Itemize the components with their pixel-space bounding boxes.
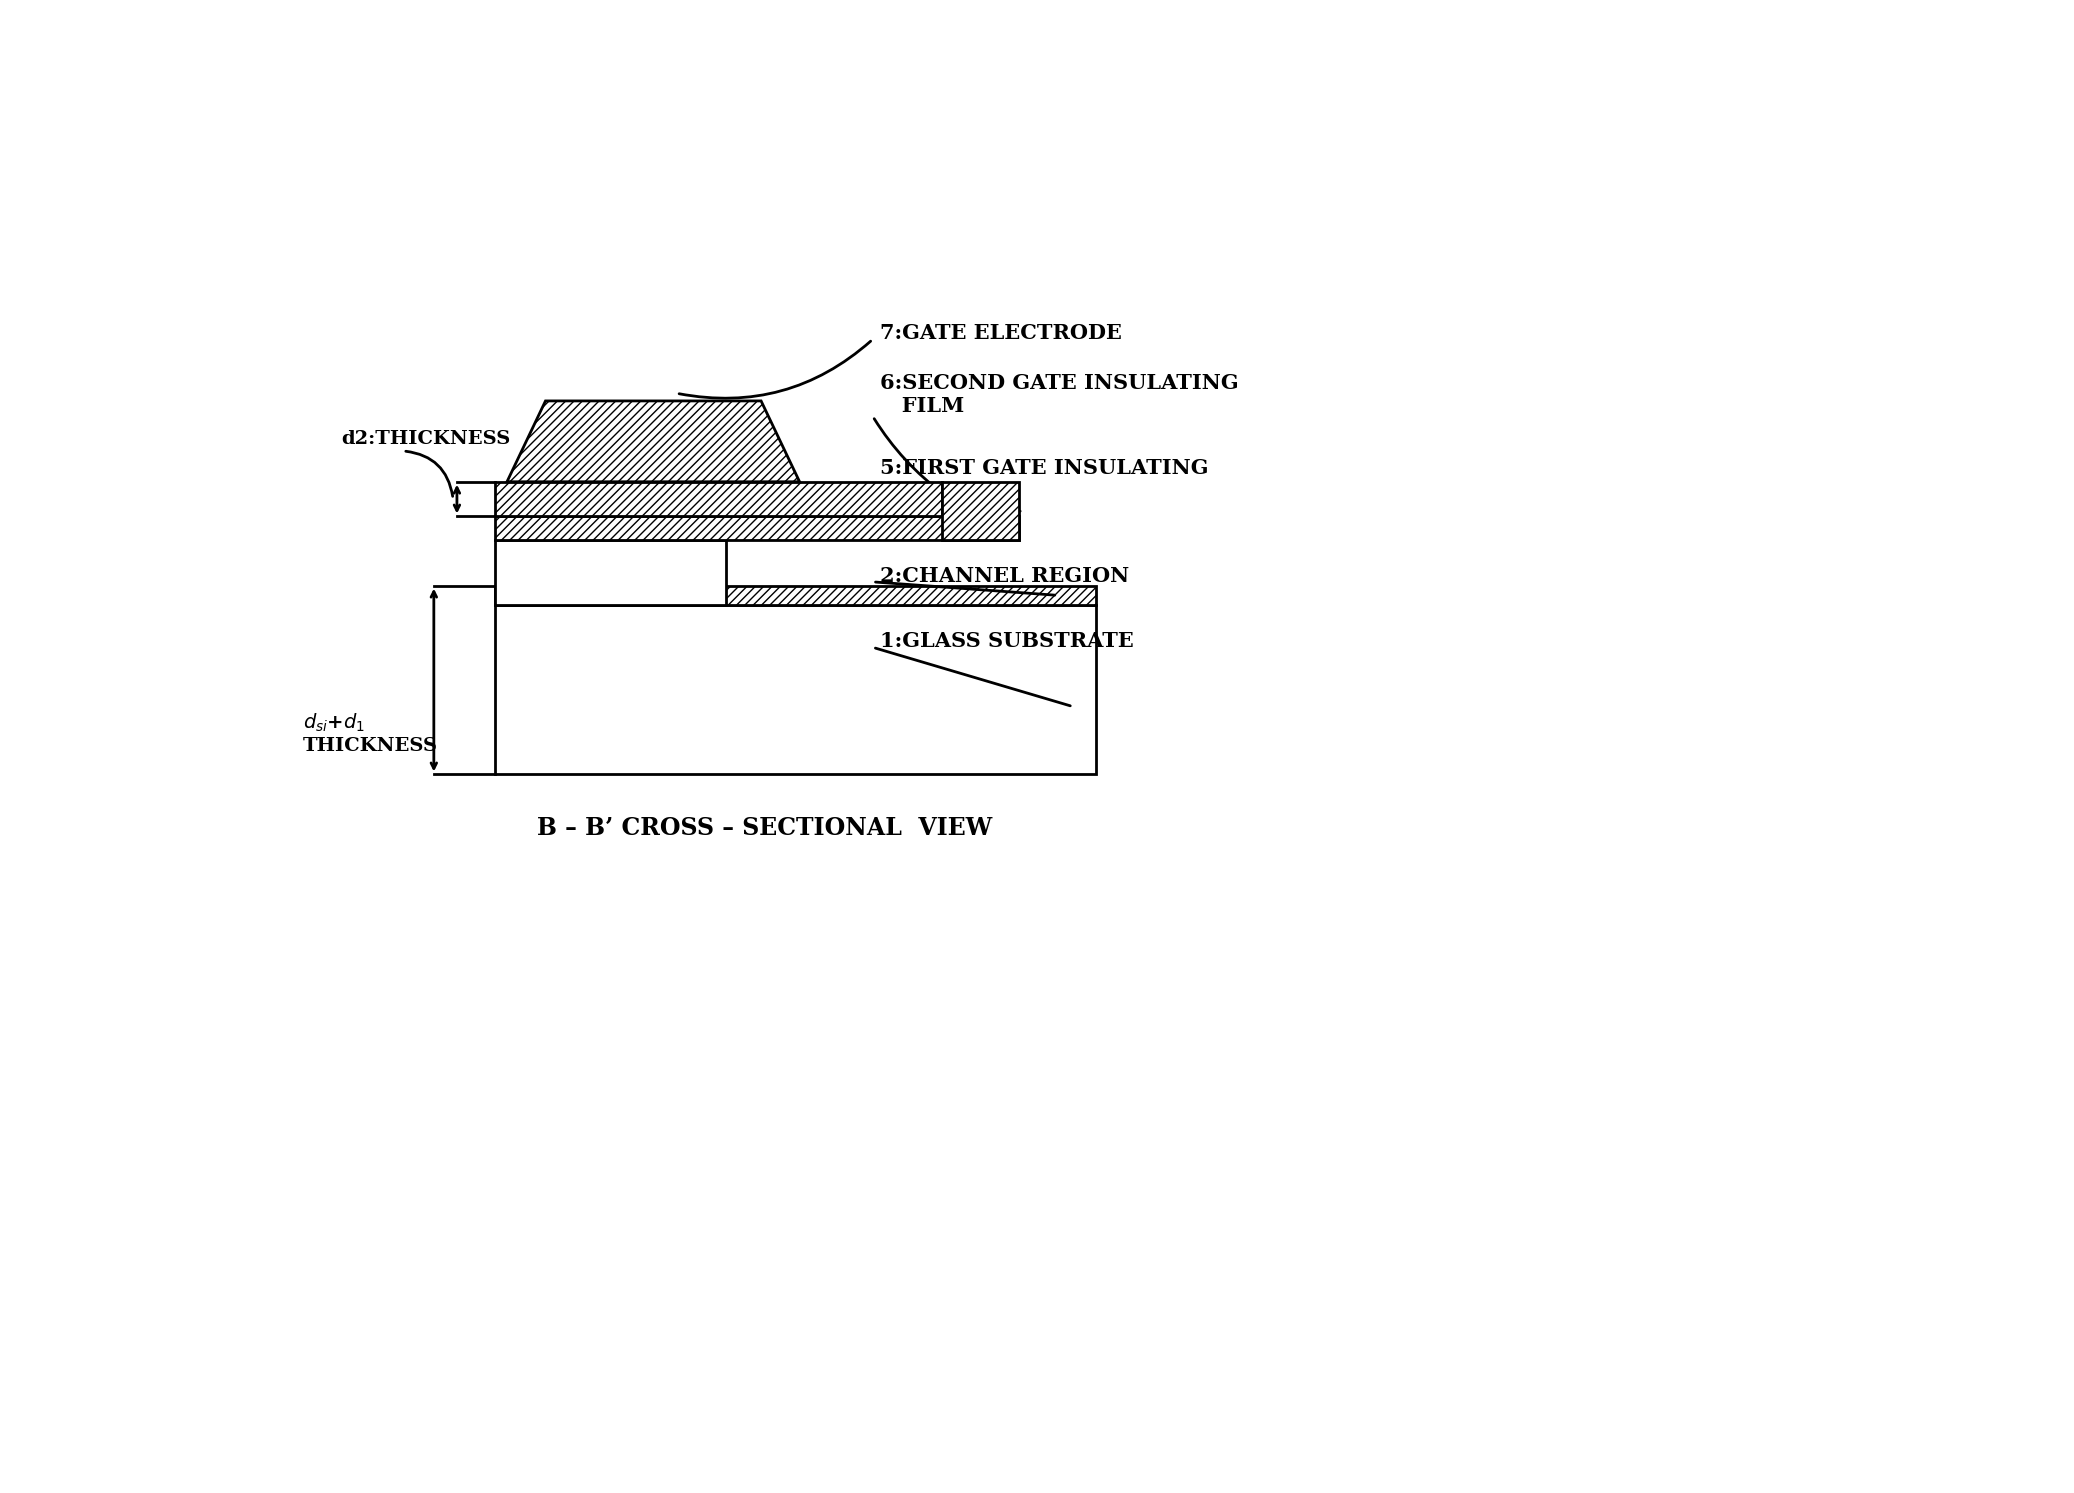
Text: 5:FIRST GATE INSULATING
   FILM: 5:FIRST GATE INSULATING FILM: [881, 458, 1209, 502]
Text: 2:CHANNEL REGION: 2:CHANNEL REGION: [881, 566, 1130, 585]
Bar: [496, 482, 942, 517]
Text: B – B’ CROSS – SECTIONAL  VIEW: B – B’ CROSS – SECTIONAL VIEW: [537, 817, 993, 841]
Polygon shape: [506, 402, 801, 482]
Text: 6:SECOND GATE INSULATING
   FILM: 6:SECOND GATE INSULATING FILM: [881, 373, 1238, 417]
Bar: [496, 517, 1018, 539]
Bar: [496, 605, 1095, 775]
Bar: [496, 585, 1095, 605]
Text: $d_{si}$+$d_1$
THICKNESS: $d_{si}$+$d_1$ THICKNESS: [303, 712, 438, 755]
Text: 1:GLASS SUBSTRATE: 1:GLASS SUBSTRATE: [881, 632, 1134, 651]
Text: d2:THICKNESS: d2:THICKNESS: [342, 430, 510, 448]
Text: 7:GATE ELECTRODE: 7:GATE ELECTRODE: [881, 322, 1122, 343]
Bar: [496, 539, 726, 605]
Bar: [942, 482, 1018, 539]
